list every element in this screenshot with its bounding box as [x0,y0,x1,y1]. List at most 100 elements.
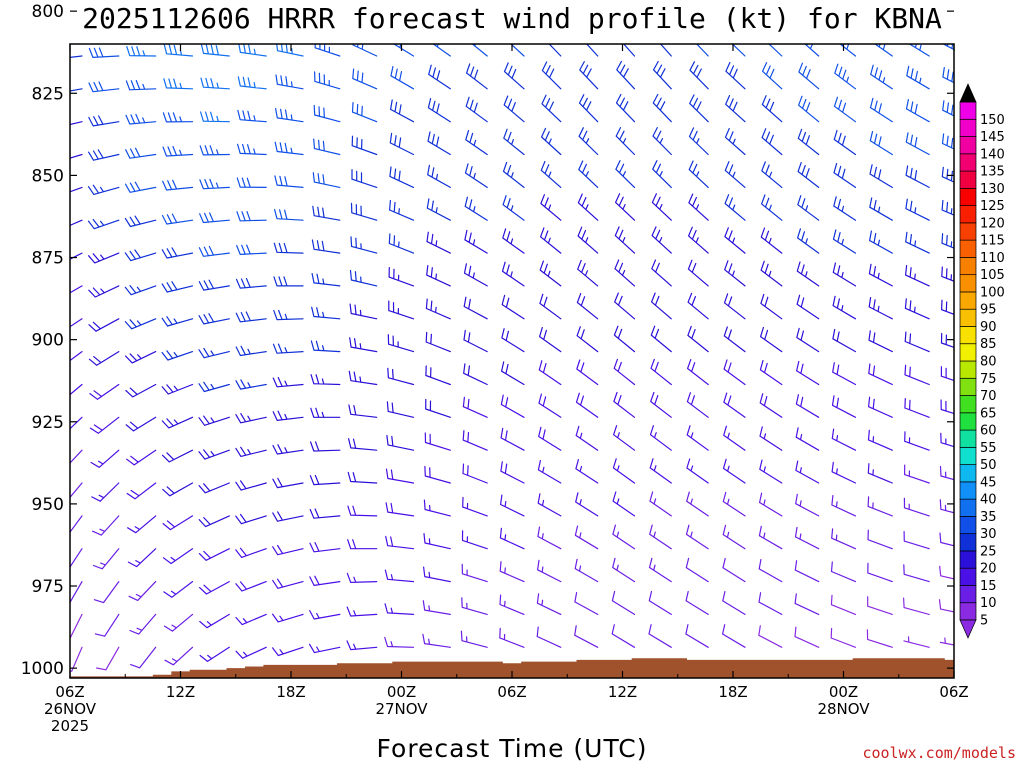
wind-barb [796,327,820,353]
wind-barb [615,127,636,156]
wind-barb [832,295,857,320]
wind-barb [724,227,746,254]
wind-barb [575,425,599,451]
wind-barb [795,394,820,418]
wind-barb [462,396,488,418]
wind-barb [349,269,378,287]
wind-barb [759,459,783,484]
wind-barb [161,350,194,361]
credit-link[interactable]: coolwx.com/models [862,744,1016,762]
wind-barb [688,226,709,254]
wind-barb [384,569,415,583]
wind-barb [428,64,451,90]
wind-barb [796,294,820,320]
colorbar-label: 60 [980,424,997,439]
wind-barb [650,325,672,353]
wind-barb [723,359,746,386]
wind-barb [462,463,488,484]
wind-barb [831,395,857,418]
wind-barb [272,544,304,556]
wind-barb [272,613,304,623]
wind-barb [536,593,562,615]
wind-barb [125,80,157,91]
wind-barb [577,226,599,254]
wind-barb [797,195,820,221]
colorbar-label: 25 [980,544,997,559]
wind-barb [90,14,119,23]
wind-barb [70,186,83,193]
colorbar-label: 135 [980,165,1005,180]
wind-barb [686,491,709,517]
wind-barb [88,47,120,58]
wind-barb [832,229,857,254]
wind-barb [578,127,599,156]
wind-barb [723,392,746,418]
colorbar-label: 150 [980,113,1005,128]
wind-barb [941,199,954,216]
wind-barb [797,128,820,156]
wind-barb [462,496,488,517]
wind-barb [124,181,157,193]
wind-barb [941,233,954,249]
colorbar-swatch [959,274,977,293]
wind-barb [163,613,194,632]
wind-barb [761,161,783,188]
wind-barb [309,508,341,519]
wind-barb [351,102,378,123]
wind-barb [422,633,451,648]
wind-barb [70,515,83,534]
wind-barb [388,233,415,254]
wind-barb [651,259,672,287]
wind-barb [126,482,157,500]
colorbar-swatch [959,585,977,604]
wind-barb [761,128,783,156]
wind-barb [237,76,267,90]
wind-barb [903,497,930,517]
wind-barb [274,141,304,156]
wind-barb [162,548,194,565]
wind-barb [830,627,857,648]
wind-barb [905,231,930,254]
wind-barb [463,329,488,353]
wind-barb [164,646,194,666]
wind-barb [649,425,672,451]
wind-barb [235,446,267,457]
wind-barb [235,646,267,659]
wind-barb [540,227,562,254]
wind-barb [92,515,120,536]
wind-barb [353,2,376,23]
wind-barb [350,202,378,221]
colorbar-swatch [959,602,977,621]
wind-barb [758,625,783,648]
wind-barb [87,184,120,195]
wind-barb [797,162,820,188]
wind-barb [275,108,304,123]
wind-barb [426,265,451,287]
wind-barb [941,166,954,183]
wind-barb [162,482,194,497]
wind-barb [541,94,562,123]
wind-barb [613,325,636,353]
colorbar-swatch [959,464,977,483]
wind-barbs [70,2,954,703]
wind-barb [903,597,930,615]
wind-barb [795,427,820,451]
wind-barb [830,594,857,615]
wind-barb [98,680,119,703]
colorbar-swatch [959,308,977,327]
y-tick-label: 950 [32,495,64,515]
wind-barb [797,228,820,254]
wind-barb [235,581,267,592]
wind-barb [463,296,488,320]
wind-barb [426,231,451,254]
wind-barb [274,209,304,221]
wind-barb [578,94,599,123]
wind-barb [70,613,83,639]
wind-barb [869,197,893,221]
wind-barb [425,331,451,353]
colorbar-swatch [959,360,977,379]
colorbar-swatch [959,239,977,258]
wind-barb [723,293,746,320]
wind-barb [70,318,83,328]
wind-barb [794,626,820,648]
